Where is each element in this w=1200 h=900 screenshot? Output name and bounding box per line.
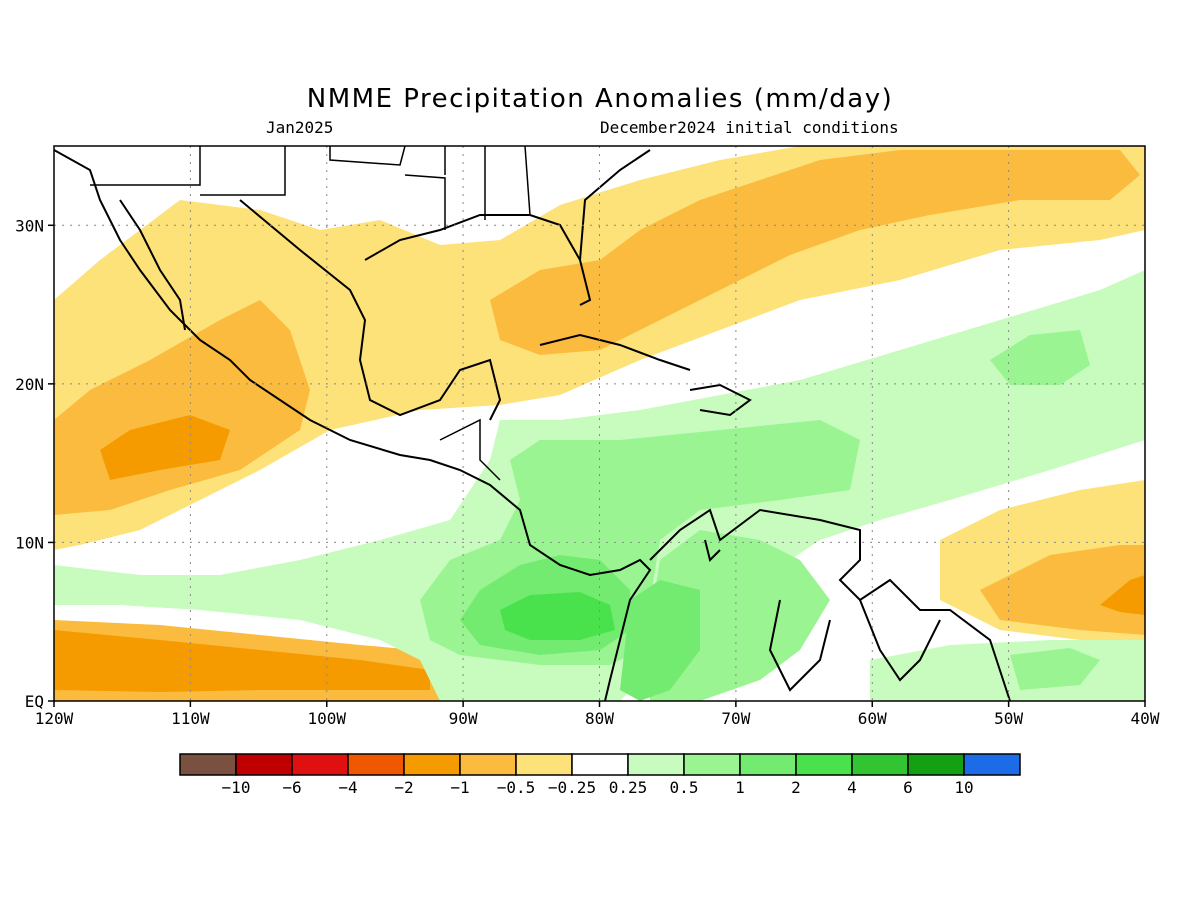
colorbar-label: 6 — [903, 778, 913, 797]
colorbar-swatch — [459, 753, 517, 776]
anomaly-wet-strong — [620, 580, 700, 701]
colorbar-swatch — [347, 753, 405, 776]
anomaly-wet-max — [500, 592, 615, 640]
colorbar-swatch — [291, 753, 349, 776]
colorbar-label: −10 — [222, 778, 251, 797]
colorbar-label: 10 — [954, 778, 973, 797]
colorbar-label: −4 — [338, 778, 357, 797]
lon-tick-label: 120W — [35, 709, 74, 728]
lon-tick-label: 40W — [1131, 709, 1160, 728]
colorbar-label: −6 — [282, 778, 301, 797]
anomaly-dry-moderate — [980, 545, 1145, 635]
anomaly-wet-moderate — [990, 330, 1090, 385]
colorbar-swatch — [851, 753, 909, 776]
colorbar-label: −0.25 — [548, 778, 596, 797]
colorbar-label: −2 — [394, 778, 413, 797]
anomaly-dry-strong — [100, 415, 230, 480]
lat-lon-grid — [54, 146, 1145, 701]
colorbar-swatch — [403, 753, 461, 776]
anomaly-dry-moderate — [490, 150, 1140, 355]
colorbar-label: 2 — [791, 778, 801, 797]
colorbar-swatch — [179, 753, 237, 776]
anomaly-wet-moderate — [1010, 648, 1100, 690]
colorbar-swatch — [515, 753, 573, 776]
colorbar-swatch — [571, 753, 629, 776]
lat-tick-label: 10N — [15, 533, 44, 552]
lon-tick-label: 110W — [171, 709, 210, 728]
forecast-month: Jan2025 — [266, 118, 334, 137]
lat-tick-label: 20N — [15, 375, 44, 394]
colorbar-swatch — [683, 753, 741, 776]
colorbar-swatch — [963, 753, 1021, 776]
colorbar-swatch — [795, 753, 853, 776]
colorbar-swatch — [907, 753, 965, 776]
colorbar-label: 0.25 — [609, 778, 648, 797]
colorbar-label: 4 — [847, 778, 857, 797]
lon-tick-label: 70W — [721, 709, 750, 728]
lon-tick-label: 50W — [994, 709, 1023, 728]
lon-tick-label: 80W — [585, 709, 614, 728]
coastlines — [54, 149, 1011, 701]
initial-conditions: December2024 initial conditions — [600, 118, 899, 137]
colorbar-label: 1 — [735, 778, 745, 797]
colorbar-label: −0.5 — [497, 778, 536, 797]
colorbar-label: −1 — [450, 778, 469, 797]
colorbar-label: 0.5 — [670, 778, 699, 797]
lon-tick-label: 90W — [449, 709, 478, 728]
lon-tick-label: 60W — [858, 709, 887, 728]
lat-tick-label: 30N — [15, 216, 44, 235]
anomaly-dry-strong — [1100, 575, 1145, 615]
anomaly-dry-band — [54, 630, 430, 692]
colorbar-swatch — [235, 753, 293, 776]
anomaly-wet-moderate — [650, 530, 830, 701]
lat-tick-label: EQ — [25, 692, 44, 711]
political-borders — [90, 145, 531, 481]
axis-ticks: 120W 110W 100W 90W 80W 70W 60W 50W 40W EQ 10N 20N 30… — [15, 216, 1160, 728]
colorbar-swatch — [627, 753, 685, 776]
lon-tick-label: 100W — [307, 709, 346, 728]
map-title: NMME Precipitation Anomalies (mm/day) — [306, 84, 894, 114]
colorbar-swatch — [739, 753, 797, 776]
